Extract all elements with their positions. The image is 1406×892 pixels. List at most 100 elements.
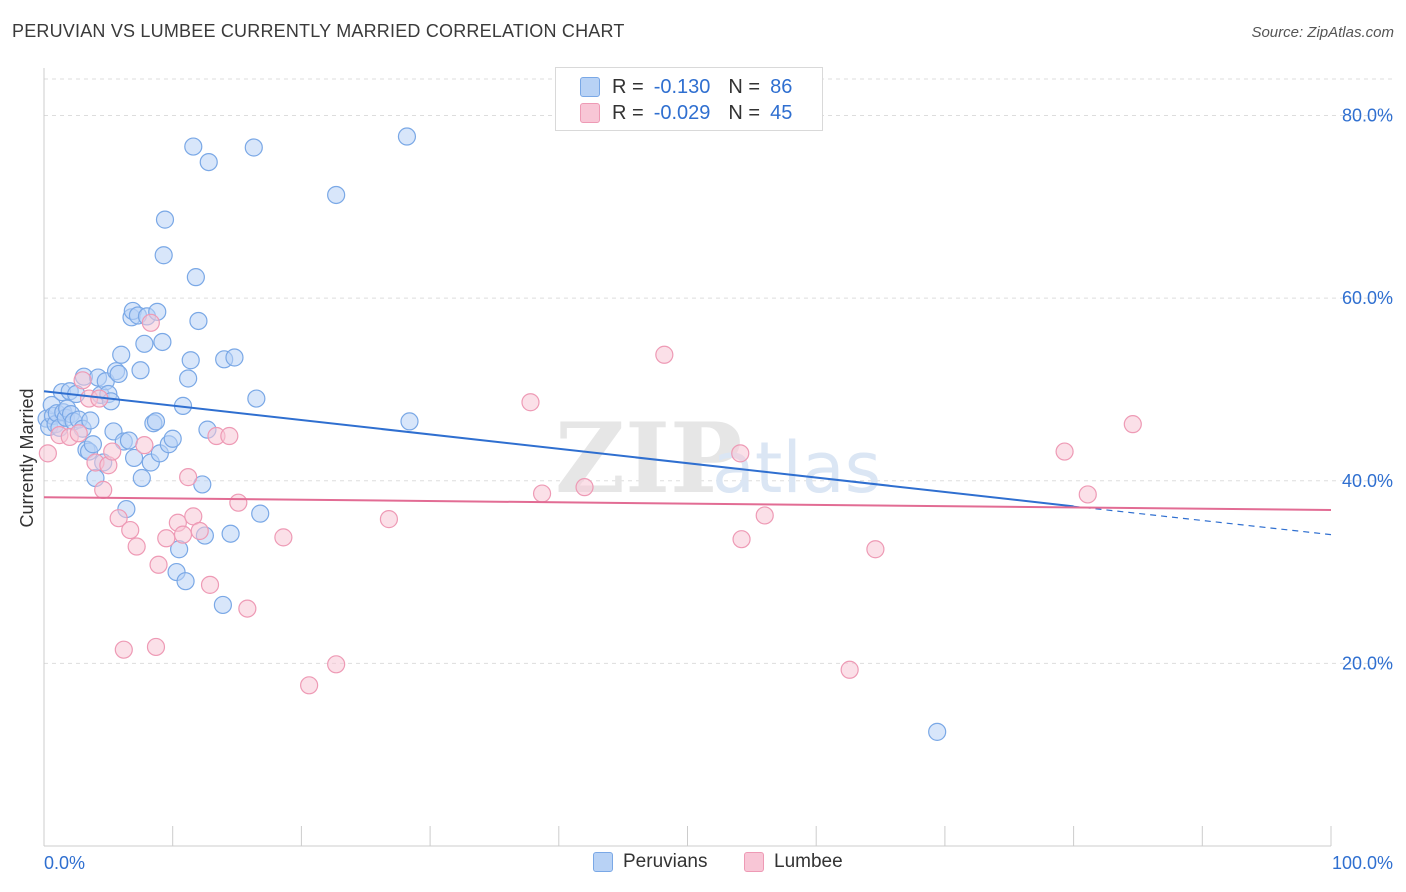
peruvian-point [193,475,212,494]
lumbee-point [1055,442,1074,461]
legend-row-lumbee: R = -0.029 N = 45 [556,99,792,127]
lumbee-point [655,345,674,364]
peruvian-point [112,345,131,364]
lumbee-point [114,640,133,659]
lumbee-point [220,426,239,446]
legend-n-label: N = [728,75,761,98]
y-tick-label: 80.0% [1342,106,1393,126]
lumbee-point [200,575,220,594]
peruvian-point [179,369,198,388]
peruvian-point [225,348,244,367]
legend-r-label: R = [612,75,644,98]
legend-n-value: 86 [770,75,793,98]
chart-title: PERUVIAN VS LUMBEE CURRENTLY MARRIED COR… [12,21,625,41]
bottom-legend-peruvians: Peruvians [593,851,708,873]
lumbee-point [141,313,160,332]
lumbee-point [238,599,257,618]
lumbee-point [190,521,209,541]
lumbee-point [69,424,88,443]
peruvians-legend-label: Peruvians [623,851,708,872]
lumbee-point [731,444,750,463]
peruvian-point [251,504,270,523]
peruvian-point [213,595,232,615]
legend-r-value: -0.029 [653,101,711,124]
lumbee-point [327,655,346,674]
peruvian-point [163,429,182,448]
y-tick-label: 20.0% [1342,653,1393,673]
peruvian-point [928,722,947,741]
correlation-legend: R = -0.130 N = 86 R = -0.029 N = 45 [555,67,823,131]
peruvian-point [124,448,144,468]
lumbee-point [379,510,399,529]
legend-r-value: -0.130 [653,75,711,98]
legend-row-peruvians: R = -0.130 N = 86 [556,73,792,101]
lumbee-point [109,509,128,528]
peruvian-point [153,332,172,352]
peruvian-point [119,431,139,450]
source-label: Source: ZipAtlas.com [1251,24,1394,41]
lumbee-point [575,478,594,497]
lumbee-point [1123,415,1142,434]
legend-n-value: 45 [770,101,793,124]
lumbee-point [103,442,122,461]
peruvian-point [135,334,154,353]
lumbee-point [755,506,774,525]
y-tick-label: 40.0% [1342,471,1393,491]
lumbee-point [135,436,154,455]
lumbee-point [840,660,859,679]
trend-lines [43,390,1332,536]
peruvian-point [189,311,208,331]
lumbee-point [300,676,319,695]
lumbee-point [157,529,176,548]
lumbee-points [38,313,1142,695]
peruvian-point [199,152,218,172]
peruvian-point [83,435,103,454]
lumbee-point [1078,485,1097,504]
lumbee-point [521,393,540,412]
peruvian-point [184,137,203,156]
lumbee-point [732,530,751,549]
lumbee-point [532,484,552,503]
peruvian-point [176,572,195,591]
lumbee-point [73,371,92,390]
peruvian-point [109,364,128,384]
peruvian-point [155,210,175,229]
lumbee-point [94,480,113,499]
peruvian-point [132,468,151,488]
lumbee-trend-line [43,496,1332,511]
peruvian-point [186,268,205,287]
peruvian-point [181,351,200,370]
lumbee-point [127,537,146,556]
lumbee-point [179,468,198,487]
peruvian-point [131,361,150,380]
bottom-legend-lumbee: Lumbee [744,851,843,873]
peruvian-point [327,185,346,205]
peruvians-swatch [580,77,600,97]
peruvian-point [221,524,240,543]
peruvian-point [244,138,263,157]
peruvian-point [81,411,100,430]
y-tick-label: 60.0% [1342,288,1393,308]
lumbee-point [146,637,166,657]
lumbee-swatch [580,103,600,123]
x-tick-label-min: 0.0% [44,853,85,873]
lumbee-point [149,555,168,574]
watermark: ZIP atlas [555,402,881,515]
tick-labels: 20.0% 40.0% 60.0% 80.0% 0.0% 100.0% [44,106,1393,873]
peruvian-point [400,412,419,431]
peruvian-point [247,389,266,408]
lumbee-point [173,525,193,544]
peruvian-point [146,412,166,431]
x-tick-label-max: 100.0% [1332,853,1393,873]
peruvian-point [397,127,417,146]
gridlines [44,78,1392,664]
watermark-atlas: atlas [712,427,881,509]
legend-r-label: R = [612,101,644,124]
lumbee-legend-swatch [744,852,764,872]
peruvians-trend-line [43,390,1074,508]
lumbee-point [121,520,140,540]
legend-n-label: N = [728,101,761,124]
y-axis-label: Currently Married [17,388,37,527]
peruvians-legend-swatch [593,852,613,872]
